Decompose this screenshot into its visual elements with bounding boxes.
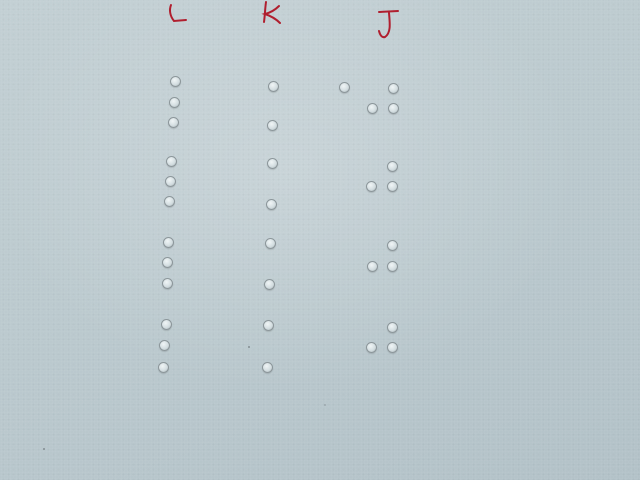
hole [388, 83, 399, 94]
hole [162, 278, 173, 289]
hole [387, 240, 398, 251]
hole [266, 199, 277, 210]
hole [387, 322, 398, 333]
hole [162, 257, 173, 268]
hole [163, 237, 174, 248]
hole [267, 158, 278, 169]
hole [367, 261, 378, 272]
paper-speck [248, 346, 250, 348]
hole [366, 342, 377, 353]
hole [262, 362, 273, 373]
hole [168, 117, 179, 128]
hole [264, 279, 275, 290]
hole [366, 181, 377, 192]
j-letter-bar [378, 10, 399, 13]
k-letter-label [261, 5, 281, 24]
hole [263, 320, 274, 331]
hole [170, 76, 181, 87]
j-letter-label [378, 12, 391, 39]
hole [164, 196, 175, 207]
hole [387, 342, 398, 353]
hole [166, 156, 177, 167]
hole [387, 181, 398, 192]
hole [158, 362, 169, 373]
hole [159, 340, 170, 351]
k-letter-stem [263, 1, 267, 23]
hole [265, 238, 276, 249]
hole [367, 103, 378, 114]
paper-speck [324, 404, 326, 406]
hole [268, 81, 279, 92]
hole [387, 261, 398, 272]
paper-speck [43, 448, 45, 450]
hole [339, 82, 350, 93]
hole [161, 319, 172, 330]
hole [165, 176, 176, 187]
hole [387, 161, 398, 172]
hole [169, 97, 180, 108]
l-letter-label [169, 4, 187, 23]
hole [388, 103, 399, 114]
hole [267, 120, 278, 131]
